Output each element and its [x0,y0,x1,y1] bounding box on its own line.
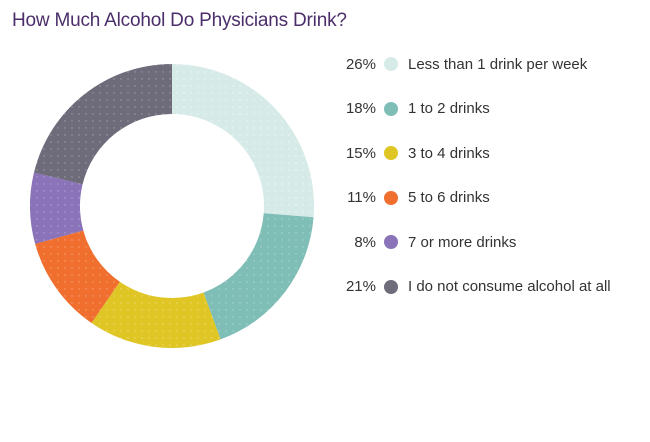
legend-item: 11% 5 to 6 drinks [300,186,490,210]
legend-label: Less than 1 drink per week [408,55,588,73]
legend-swatch [384,235,398,249]
legend-item: 21% I do not consume alcohol at all [300,275,611,299]
legend-label: 5 to 6 drinks [408,189,490,206]
legend-swatch [384,101,398,116]
slice-texture-1 [203,213,314,340]
legend-value: 15% [345,144,376,162]
slice-texture-0 [172,64,314,218]
legend-value: 8% [354,233,376,251]
chart-title: How Much Alcohol Do Physicians Drink? [12,10,347,31]
slice-texture-2 [91,281,221,348]
legend-item: 8% 7 or more drinks [300,230,516,254]
legend-label: 1 to 2 drinks [408,100,490,117]
legend-value: 18% [345,100,376,117]
legend-item: 15% 3 to 4 drinks [300,141,490,165]
legend-label: I do not consume alcohol at all [408,278,611,295]
slice-texture-5 [34,64,172,185]
legend-value: 21% [345,278,376,295]
donut-slices [29,64,314,348]
legend-swatch [384,146,398,160]
slice-texture-4 [29,172,84,244]
legend-item: 18% 1 to 2 drinks [300,97,490,121]
legend-swatch [384,190,398,205]
legend-swatch [384,57,398,71]
legend-value: 11% [347,189,376,206]
legend-value: 26% [345,55,376,73]
legend-swatch [384,279,398,294]
legend-item: 26% Less than 1 drink per week [300,52,587,76]
legend-label: 7 or more drinks [408,233,517,251]
slice-texture-3 [35,230,120,323]
legend-label: 3 to 4 drinks [408,144,490,162]
